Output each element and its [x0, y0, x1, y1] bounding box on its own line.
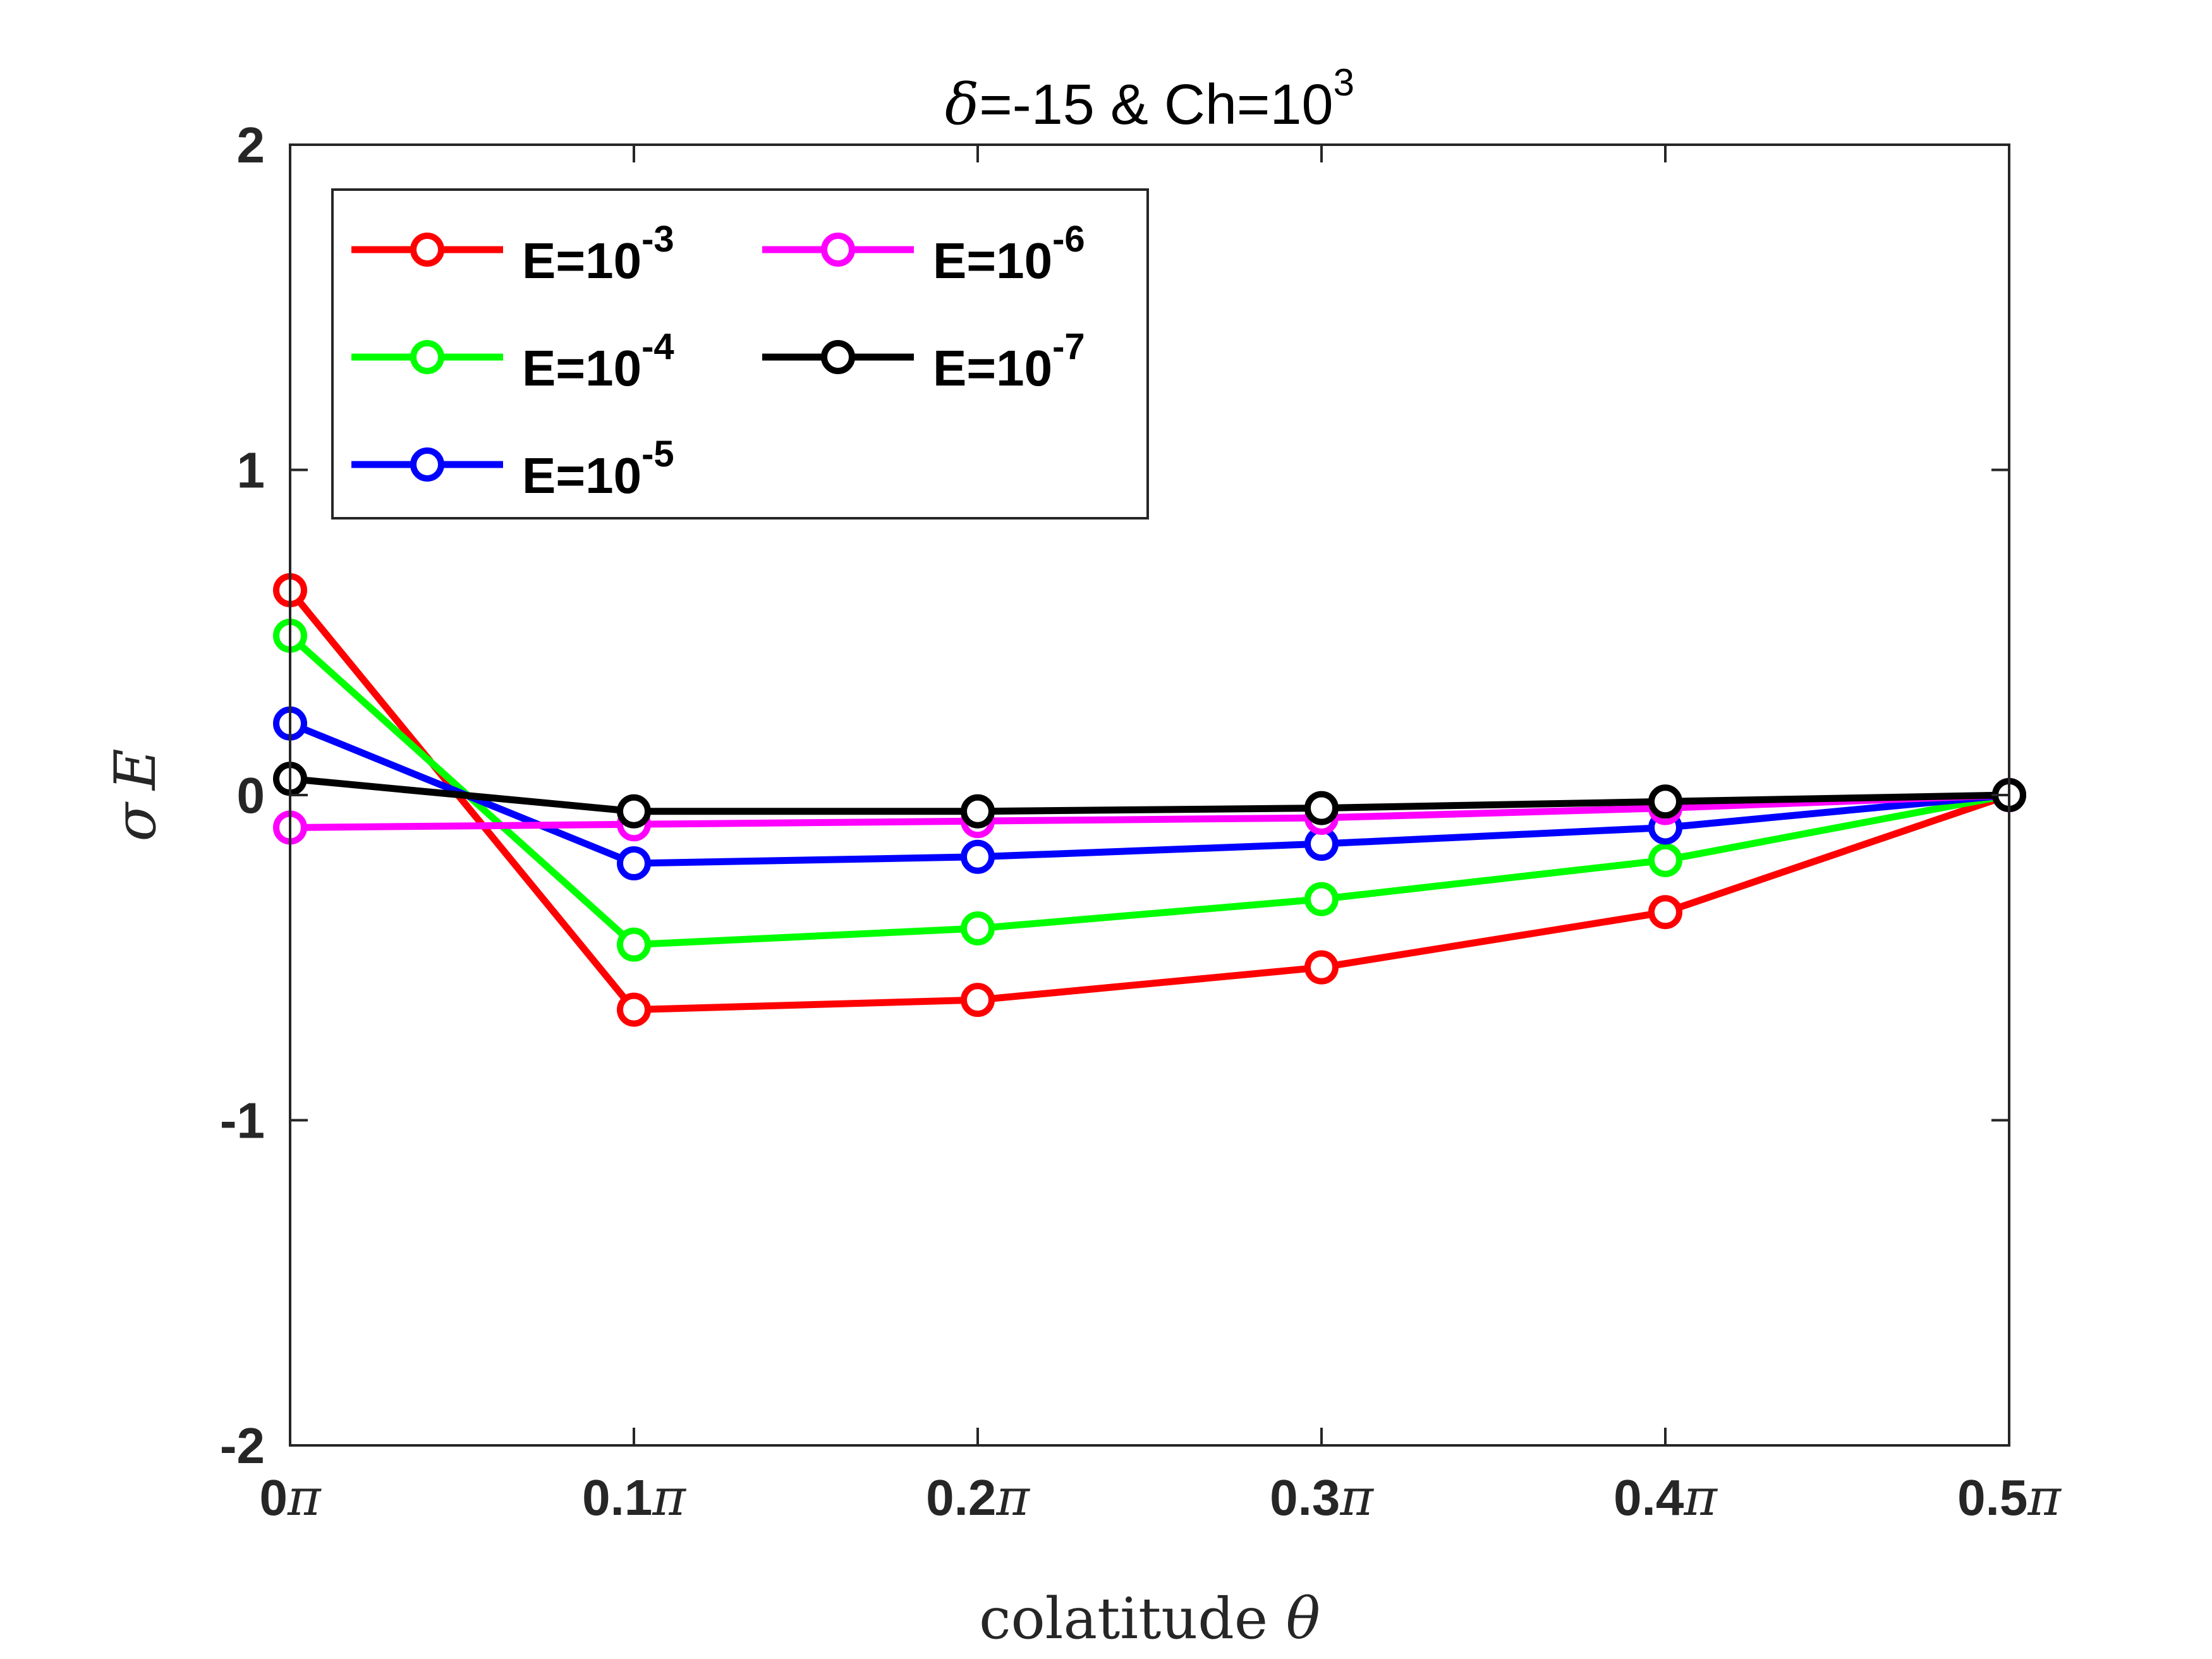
- x-tick-label-pi: π: [652, 1468, 686, 1527]
- data-point: [961, 983, 995, 1018]
- y-tick-label: 2: [237, 117, 265, 173]
- legend-item: E=10-3: [351, 219, 674, 289]
- legend-label-sup: -6: [1052, 219, 1085, 260]
- x-axis-label: colatitude θ: [979, 1586, 1320, 1652]
- x-tick-label: 0π: [259, 1468, 322, 1527]
- legend-item: E=10-7: [762, 326, 1085, 396]
- series-line: [287, 588, 2010, 1014]
- x-tick-label: 0.1π: [582, 1468, 686, 1527]
- legend-label-sup: -7: [1052, 326, 1085, 367]
- x-tick-label-value: 0: [259, 1469, 288, 1526]
- x-tick-label-value: 0.5: [1957, 1469, 2027, 1526]
- y-tick-label: -1: [220, 1093, 265, 1149]
- y-axis-label: σE: [102, 748, 169, 841]
- legend-items: E=10-3E=10-4E=10-5E=10-6E=10-7: [351, 219, 1085, 504]
- x-tick-label-pi: π: [287, 1468, 322, 1527]
- x-tick-label: 0.4π: [1613, 1468, 1718, 1527]
- x-axis-label-symbol: θ: [1286, 1586, 1320, 1652]
- legend-item: E=10-5: [351, 434, 674, 504]
- data-point: [617, 846, 651, 881]
- legend-label-base: E=10: [522, 233, 641, 289]
- legend-label: E=10-7: [933, 326, 1085, 396]
- legend-label-base: E=10: [522, 340, 641, 396]
- x-axis-label-text: colatitude: [979, 1586, 1286, 1652]
- data-point: [1304, 950, 1339, 985]
- data-point: [961, 911, 995, 945]
- y-axis-label-symbol: σ: [102, 801, 169, 842]
- y-tick-label: 0: [237, 767, 265, 823]
- x-tick-label-value: 0.2: [926, 1469, 996, 1526]
- legend-label-sup: -3: [641, 219, 674, 260]
- legend-label-sup: -4: [641, 326, 674, 367]
- y-tick-label: -2: [220, 1418, 265, 1474]
- legend-item: E=10-4: [351, 326, 674, 396]
- data-point: [1648, 842, 1682, 877]
- data-point: [617, 794, 651, 829]
- legend-swatch-marker: [821, 340, 855, 374]
- legend-swatch-marker: [821, 233, 855, 267]
- y-axis-label-var: E: [102, 748, 169, 791]
- data-point: [1648, 895, 1682, 930]
- title-delta: δ: [945, 71, 979, 138]
- title-sup: 3: [1334, 61, 1354, 104]
- data-point: [1648, 784, 1682, 819]
- legend-label: E=10-5: [522, 434, 674, 504]
- x-tick-label: 0.5π: [1957, 1468, 2062, 1527]
- data-point: [617, 992, 651, 1027]
- series-line: [288, 633, 2010, 949]
- data-point: [961, 794, 995, 829]
- series-layer: [273, 573, 2026, 1027]
- x-tick-label-value: 0.3: [1270, 1469, 1340, 1526]
- chart-title: δ=-15 & Ch=103: [945, 61, 1354, 138]
- legend: E=10-3E=10-4E=10-5E=10-6E=10-7: [331, 188, 1149, 520]
- data-point: [961, 839, 995, 874]
- x-tick-label: 0.2π: [926, 1468, 1030, 1527]
- legend-label-sup: -5: [641, 434, 674, 475]
- legend-label: E=10-4: [522, 326, 674, 396]
- y-tick-label: 1: [237, 442, 265, 499]
- legend-swatch-marker: [410, 233, 444, 267]
- legend-label-base: E=10: [522, 447, 641, 504]
- x-tick-label-value: 0.4: [1613, 1469, 1684, 1526]
- x-tick-label-value: 0.1: [582, 1469, 652, 1526]
- x-tick-label: 0.3π: [1270, 1468, 1374, 1527]
- x-tick-label-pi: π: [1339, 1468, 1374, 1527]
- data-point: [1304, 882, 1339, 916]
- series-line: [288, 720, 2010, 867]
- legend-item: E=10-6: [762, 219, 1085, 289]
- legend-swatch-marker: [410, 340, 444, 374]
- series-line: [289, 791, 2010, 831]
- legend-label-base: E=10: [933, 233, 1052, 289]
- data-point: [1304, 791, 1339, 825]
- x-tick-label-pi: π: [2027, 1468, 2062, 1527]
- legend-swatch-marker: [410, 447, 444, 482]
- legend-label-base: E=10: [933, 340, 1052, 396]
- title-main: =-15 & Ch=10: [979, 73, 1333, 137]
- series-line: [289, 775, 2010, 815]
- x-tick-label-pi: π: [995, 1468, 1030, 1527]
- legend-label: E=10-6: [933, 219, 1085, 289]
- x-tick-label-pi: π: [1683, 1468, 1718, 1527]
- data-point: [617, 927, 651, 962]
- legend-label: E=10-3: [522, 219, 674, 289]
